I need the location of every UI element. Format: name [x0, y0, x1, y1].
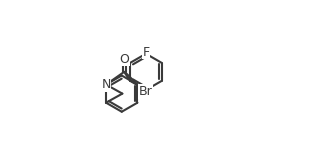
Text: O: O	[119, 53, 129, 66]
Text: Br: Br	[139, 85, 153, 98]
Text: F: F	[142, 46, 149, 59]
Text: N: N	[101, 78, 111, 91]
